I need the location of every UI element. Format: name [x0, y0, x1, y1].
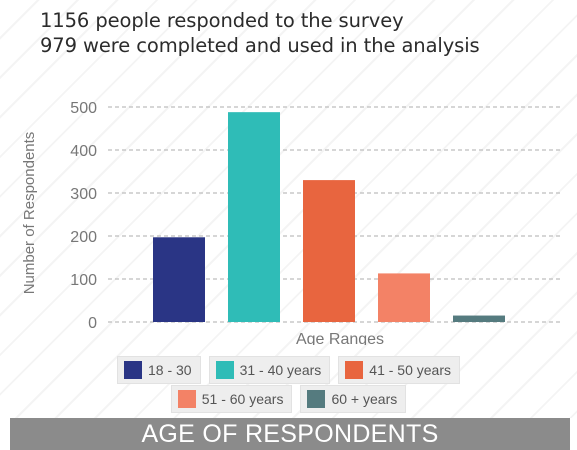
legend-label: 60 + years — [331, 391, 398, 407]
legend-row-2: 51 - 60 years 60 + years — [0, 385, 577, 413]
bar-41-50-years — [303, 180, 355, 322]
bar-51-60-years — [378, 273, 430, 322]
bar-chart: 0 100 200 300 400 500 Number of Respondents A… — [21, 100, 560, 345]
legend-row-1: 18 - 30 31 - 40 years 41 - 50 years — [0, 356, 577, 384]
legend-label: 51 - 60 years — [201, 391, 284, 407]
legend-label: 41 - 50 years — [369, 362, 452, 378]
y-tick-label: 100 — [70, 272, 97, 289]
legend-swatch — [177, 390, 196, 408]
legend-swatch — [215, 361, 234, 379]
chart-title-banner: AGE OF RESPONDENTS — [10, 418, 570, 450]
legend-item-51-60: 51 - 60 years — [170, 385, 293, 413]
legend-label: 31 - 40 years — [239, 362, 322, 378]
y-tick-label: 400 — [70, 143, 97, 160]
legend-item-18-30: 18 - 30 — [116, 356, 201, 384]
background-pattern — [0, 0, 577, 418]
bar-18-30 — [153, 237, 205, 322]
legend-item-41-50: 41 - 50 years — [338, 356, 461, 384]
legend-label: 18 - 30 — [147, 362, 192, 378]
y-tick-label: 300 — [70, 186, 97, 203]
y-tick-labels: 0 100 200 300 400 500 — [70, 100, 97, 332]
x-axis-label: Age Ranges — [296, 331, 384, 345]
legend-swatch — [345, 361, 364, 379]
survey-summary: 1156 people responded to the survey 979 … — [40, 8, 560, 58]
y-tick-label: 0 — [88, 315, 97, 332]
completed-count-text: 979 were completed and used in the analy… — [40, 34, 480, 57]
y-tick-label: 500 — [70, 100, 97, 117]
y-tick-label: 200 — [70, 229, 97, 246]
bars — [153, 112, 505, 322]
legend-item-60-plus: 60 + years — [300, 385, 407, 413]
y-axis-label: Number of Respondents — [21, 132, 38, 295]
legend-swatch — [123, 361, 142, 379]
legend-swatch — [307, 390, 326, 408]
bar-31-40-years — [228, 112, 280, 322]
responses-count-text: 1156 people responded to the survey — [40, 9, 404, 32]
legend-item-31-40: 31 - 40 years — [208, 356, 331, 384]
bar-60-years — [453, 315, 505, 322]
